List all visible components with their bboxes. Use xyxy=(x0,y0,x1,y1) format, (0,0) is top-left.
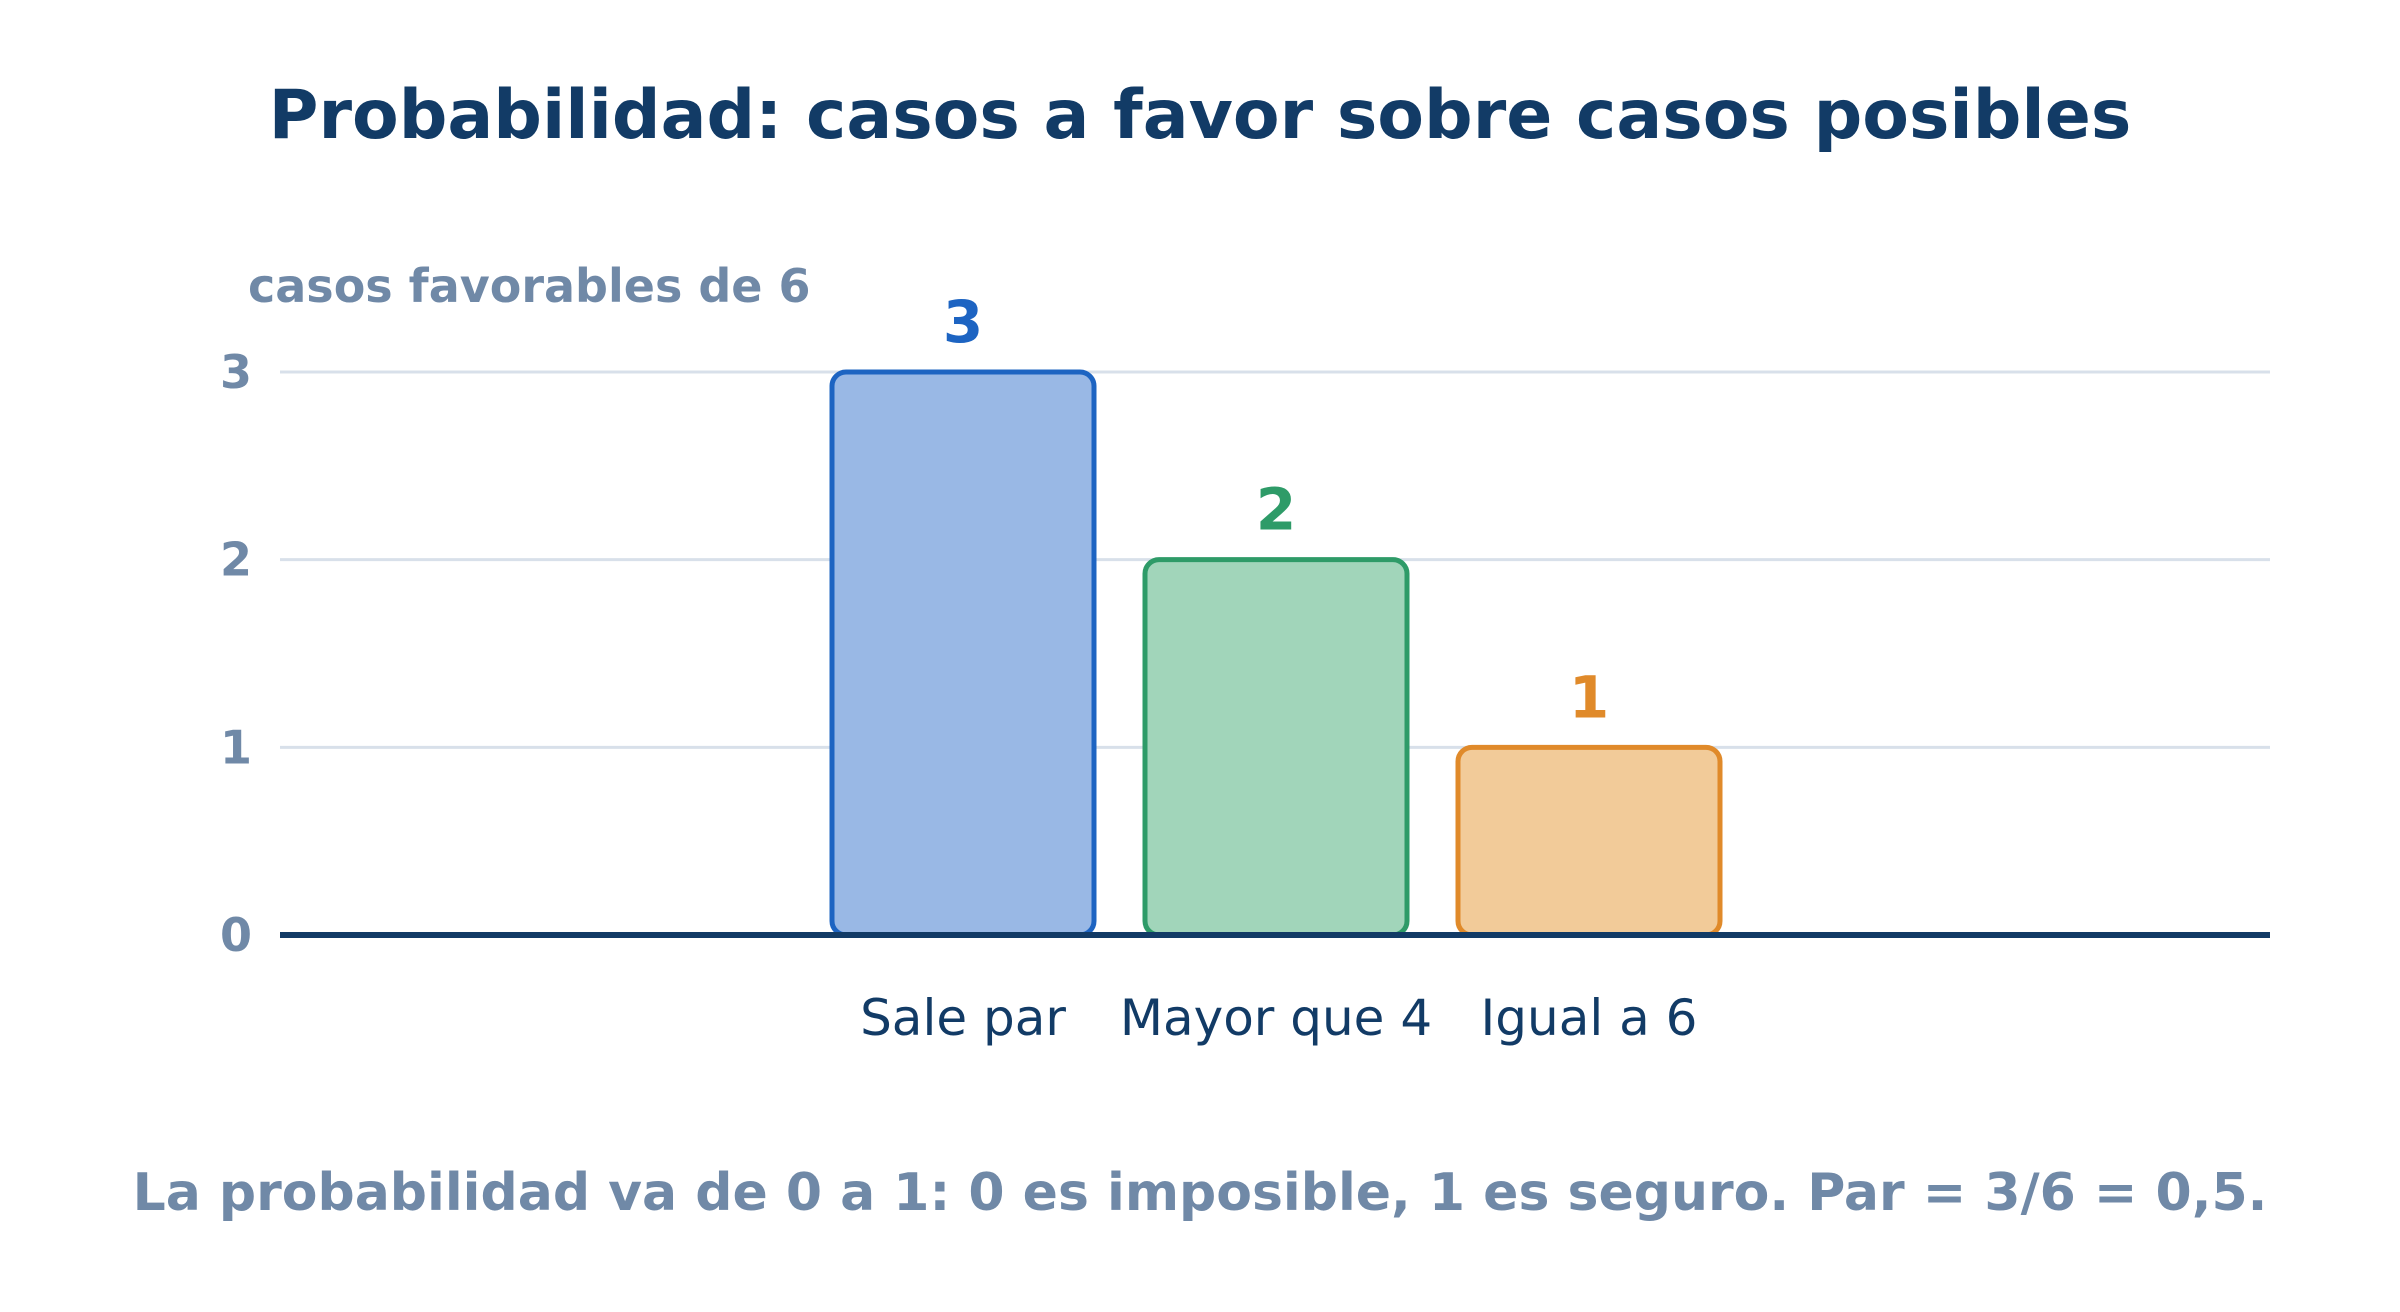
y-tick-label-1: 1 xyxy=(220,720,252,774)
x-tick-label-mayor-que-4: Mayor que 4 xyxy=(1120,989,1432,1047)
y-tick-label-3: 3 xyxy=(220,345,252,399)
value-labels: 3 2 1 xyxy=(943,288,1609,731)
bar-mayor-que-4 xyxy=(1142,557,1410,938)
chart-caption: La probabilidad va de 0 a 1: 0 es imposi… xyxy=(133,1163,2268,1223)
y-tick-label-0: 0 xyxy=(220,908,252,962)
value-label-igual-a-6: 1 xyxy=(1569,663,1609,731)
value-label-mayor-que-4: 2 xyxy=(1256,476,1296,544)
value-label-sale-par: 3 xyxy=(943,288,983,356)
y-tick-labels: 0 1 2 3 xyxy=(220,345,252,962)
x-tick-label-sale-par: Sale par xyxy=(860,989,1066,1047)
x-tick-label-igual-a-6: Igual a 6 xyxy=(1481,989,1698,1047)
x-tick-labels: Sale par Mayor que 4 Igual a 6 xyxy=(860,989,1697,1047)
bar-sale-par xyxy=(829,369,1097,938)
bar-igual-a-6 xyxy=(1455,744,1723,938)
bars xyxy=(829,369,1723,938)
chart-title: Probabilidad: casos a favor sobre casos … xyxy=(269,76,2132,155)
y-axis-label: casos favorables de 6 xyxy=(248,259,811,313)
y-tick-label-2: 2 xyxy=(220,533,252,587)
